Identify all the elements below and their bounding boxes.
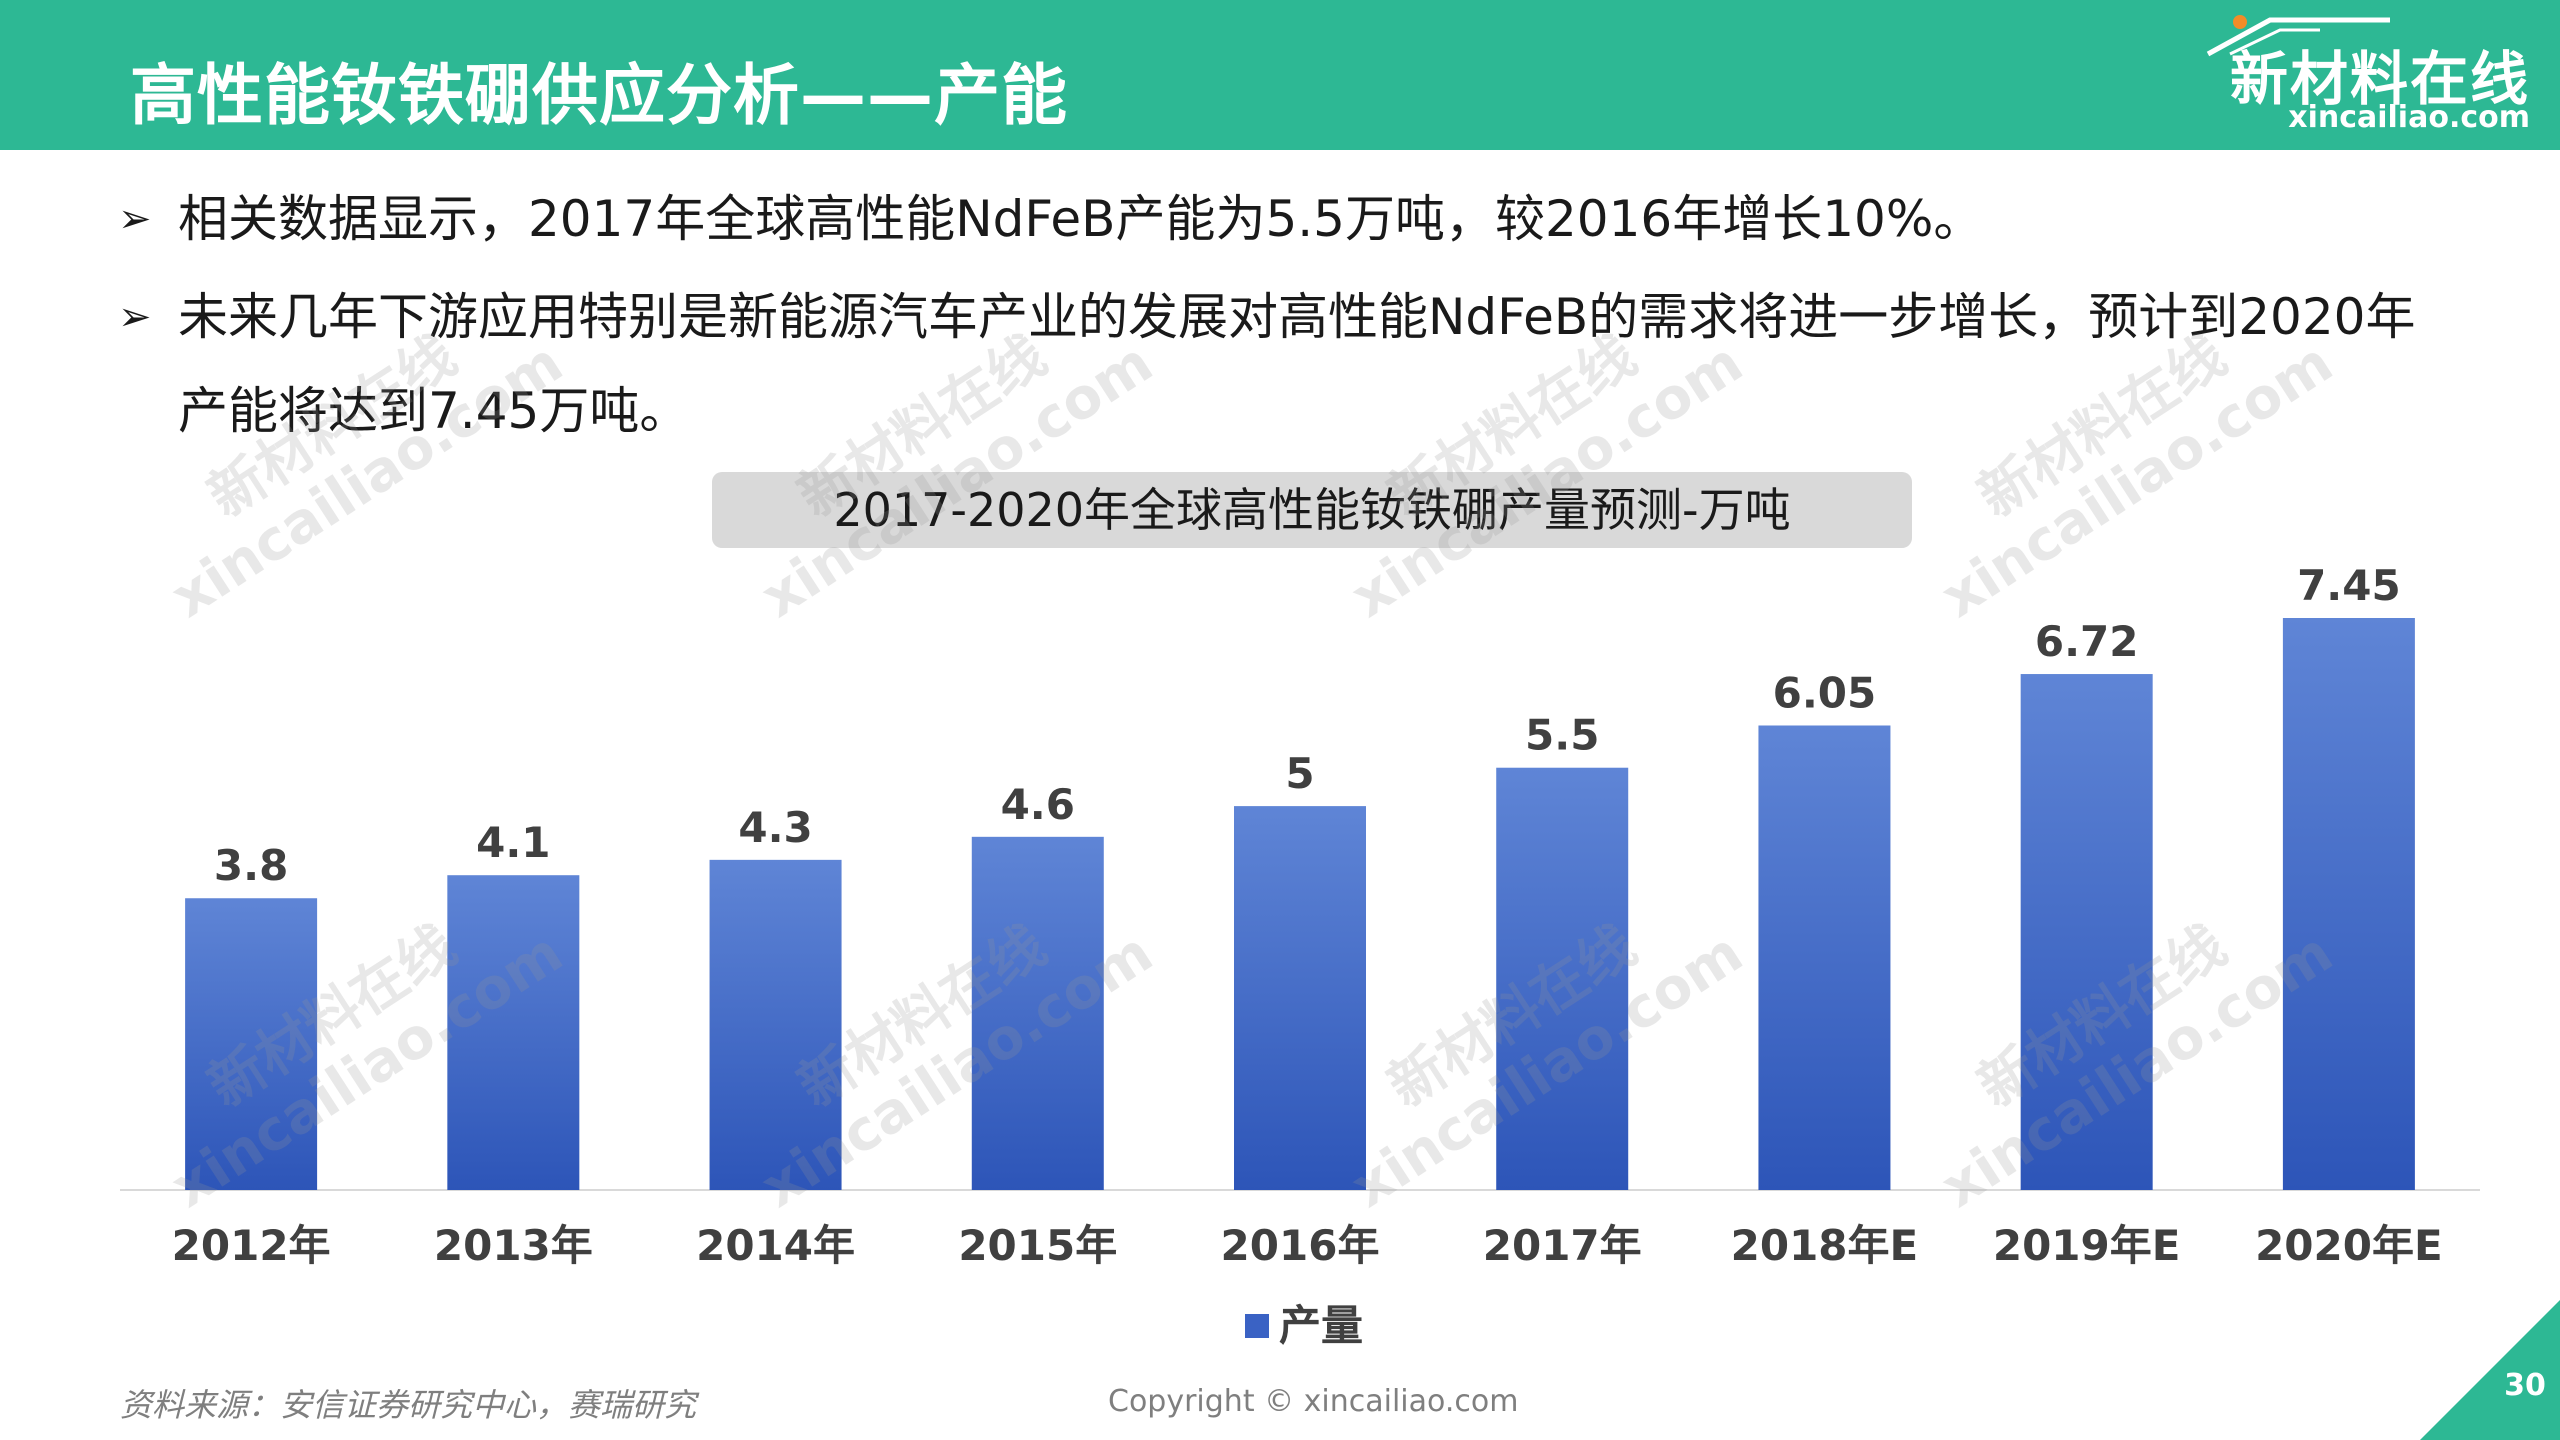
x-tick-label: 2020年E	[2255, 1221, 2443, 1270]
bar-2016年	[1234, 806, 1366, 1190]
chart-legend: 产量	[1245, 1300, 1363, 1352]
data-label: 7.45	[2297, 561, 2401, 610]
x-tick-label: 2018年E	[1731, 1221, 1919, 1270]
data-label: 4.1	[476, 818, 550, 867]
brand-logo[interactable]: 新材料在线 xincailiao.com	[2200, 12, 2530, 137]
data-label: 3.8	[214, 841, 288, 890]
x-tick-label: 2019年E	[1993, 1221, 2181, 1270]
bullet-text: 未来几年下游应用特别是新能源汽车产业的发展对高性能NdFeB的需求将进一步增长，…	[178, 288, 2416, 440]
data-label: 5	[1285, 749, 1314, 798]
corner-triangle-decoration	[2420, 1300, 2560, 1440]
x-tick-label: 2016年	[1221, 1221, 1380, 1270]
bar-2019年E	[2020, 674, 2153, 1190]
data-label: 6.72	[2035, 617, 2139, 666]
logo-text-en: xincailiao.com	[2288, 100, 2530, 135]
page-number: 30	[2504, 1368, 2546, 1403]
data-source-note: 资料来源：安信证券研究中心，赛瑞研究	[120, 1386, 697, 1424]
bullet-text: 相关数据显示，2017年全球高性能NdFeB产能为5.5万吨，较2016年增长1…	[178, 190, 1984, 248]
chart-title: 2017-2020年全球高性能钕铁硼产量预测-万吨	[712, 472, 1912, 548]
logo-text-cn: 新材料在线	[2229, 45, 2530, 113]
arrow-bullet-icon: ➢	[118, 294, 152, 340]
arrow-bullet-icon: ➢	[118, 196, 152, 242]
bullet-point: ➢ 未来几年下游应用特别是新能源汽车产业的发展对高性能NdFeB的需求将进一步增…	[118, 270, 2418, 458]
x-tick-label: 2014年	[696, 1221, 855, 1270]
legend-swatch	[1245, 1313, 1269, 1338]
bar-2014年	[709, 859, 842, 1190]
header-bar: 高性能钕铁硼供应分析——产能 新材料在线 xincailiao.com	[0, 0, 2560, 150]
x-tick-label: 2012年	[172, 1221, 331, 1270]
bar-2018年E	[1758, 725, 1891, 1190]
data-label: 4.6	[1001, 780, 1075, 829]
bar-2017年	[1496, 767, 1629, 1190]
bar-2020年E	[2282, 618, 2415, 1190]
bar-2013年	[447, 875, 580, 1190]
bullet-point: ➢ 相关数据显示，2017年全球高性能NdFeB产能为5.5万吨，较2016年增…	[118, 172, 2418, 266]
house-roof-icon	[2206, 15, 2390, 57]
data-label: 4.3	[738, 803, 812, 852]
copyright-notice: Copyright © xincailiao.com	[1108, 1384, 1519, 1419]
legend-label: 产量	[1279, 1301, 1364, 1350]
data-label: 5.5	[1525, 711, 1599, 760]
page-title: 高性能钕铁硼供应分析——产能	[130, 57, 1068, 134]
x-tick-label: 2013年	[434, 1221, 593, 1270]
bar-2015年	[971, 836, 1104, 1190]
x-tick-label: 2015年	[958, 1221, 1117, 1270]
data-label: 6.05	[1773, 668, 1877, 717]
x-tick-label: 2017年	[1483, 1221, 1642, 1270]
bar-2012年	[185, 898, 318, 1190]
